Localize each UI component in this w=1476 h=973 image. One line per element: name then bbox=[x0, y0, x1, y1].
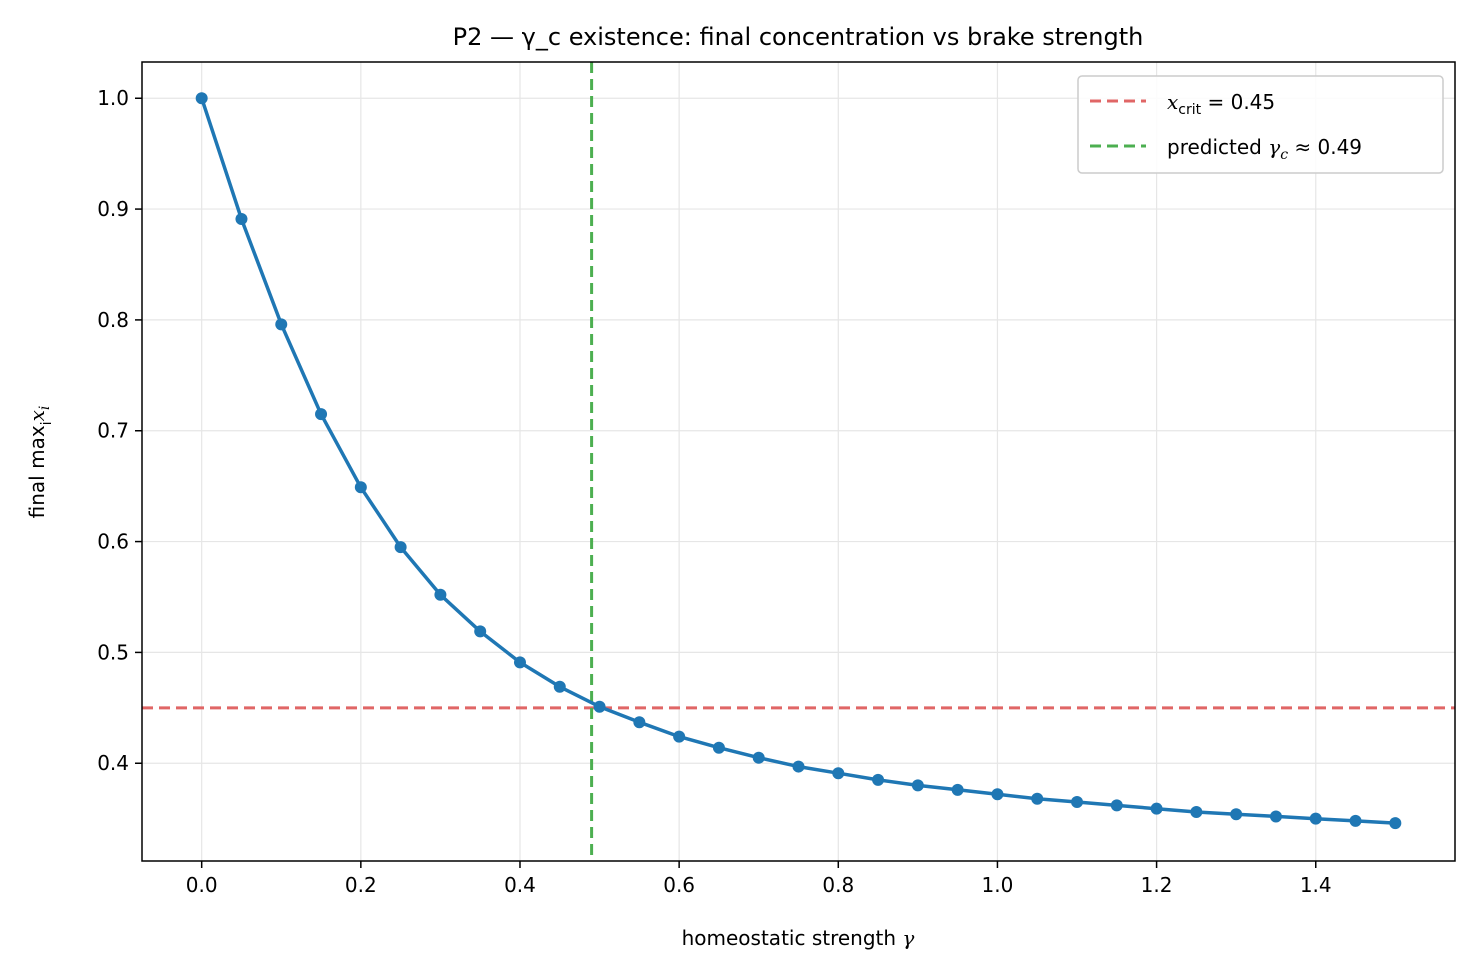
x-tick-label: 0.4 bbox=[504, 873, 536, 897]
x-axis-ticks: 0.0 0.2 0.4 0.6 0.8 1.0 1.2 1.4 bbox=[186, 861, 1332, 897]
data-point bbox=[1230, 808, 1243, 821]
legend-xcrit-rest: = 0.45 bbox=[1201, 90, 1275, 114]
plot-frame bbox=[141, 61, 1456, 862]
legend-gamma-c-sub: c bbox=[1280, 147, 1288, 163]
data-point bbox=[315, 408, 328, 421]
reference-lines bbox=[142, 62, 1455, 861]
data-point bbox=[1389, 817, 1402, 830]
y-tick-label: 0.8 bbox=[97, 308, 129, 332]
x-axis-label-symbol: γ bbox=[902, 926, 914, 950]
legend: xcrit = 0.45 predicted γc ≈ 0.49 bbox=[1077, 75, 1444, 174]
y-axis-label-sub: i bbox=[39, 421, 55, 425]
data-point bbox=[195, 92, 208, 105]
data-point bbox=[832, 767, 845, 780]
data-point bbox=[434, 588, 447, 601]
data-point bbox=[712, 741, 725, 754]
x-axis-label-text: homeostatic strength bbox=[682, 926, 903, 950]
data-point bbox=[1031, 792, 1044, 805]
data-point bbox=[1309, 812, 1322, 825]
grid bbox=[142, 62, 1455, 861]
data-point bbox=[474, 625, 487, 638]
legend-xcrit-sub: crit bbox=[1178, 102, 1201, 118]
y-tick-label: 0.4 bbox=[97, 751, 129, 775]
data-point bbox=[673, 730, 686, 743]
data-point bbox=[1150, 802, 1163, 815]
legend-label-gamma-c: predicted γc ≈ 0.49 bbox=[1167, 135, 1362, 163]
y-tick-label: 0.6 bbox=[97, 530, 129, 554]
y-tick-label: 0.7 bbox=[97, 419, 129, 443]
x-tick-label: 0.6 bbox=[663, 873, 695, 897]
x-tick-label: 1.0 bbox=[982, 873, 1014, 897]
data-point bbox=[911, 779, 924, 792]
x-axis-label: homeostatic strength γ bbox=[682, 926, 915, 950]
x-tick-label: 0.8 bbox=[822, 873, 854, 897]
data-point bbox=[1349, 814, 1362, 827]
legend-xcrit-var: x bbox=[1167, 90, 1178, 114]
data-point bbox=[1190, 806, 1203, 819]
chart-title: P2 — γ_c existence: final concentration … bbox=[453, 23, 1144, 51]
data-point bbox=[235, 213, 248, 226]
x-tick-label: 0.2 bbox=[345, 873, 377, 897]
x-tick-label: 1.2 bbox=[1141, 873, 1173, 897]
x-tick-label: 1.4 bbox=[1300, 873, 1332, 897]
y-axis-label-var: x bbox=[25, 410, 49, 421]
x-tick-label: 0.0 bbox=[186, 873, 218, 897]
data-point bbox=[951, 783, 964, 796]
data-point bbox=[1269, 810, 1282, 823]
data-point bbox=[513, 656, 526, 669]
y-tick-label: 0.9 bbox=[97, 197, 129, 221]
data-point bbox=[354, 481, 367, 494]
legend-gamma-c-rest: ≈ 0.49 bbox=[1288, 135, 1362, 159]
data-point bbox=[792, 760, 805, 773]
y-axis-ticks: 0.4 0.5 0.6 0.7 0.8 0.9 1.0 bbox=[97, 86, 142, 775]
data-point bbox=[752, 751, 765, 764]
y-tick-label: 1.0 bbox=[97, 86, 129, 110]
legend-label-xcrit: xcrit = 0.45 bbox=[1167, 90, 1275, 118]
data-point bbox=[553, 680, 566, 693]
data-point bbox=[275, 318, 288, 331]
data-point bbox=[1110, 799, 1123, 812]
series-layer bbox=[195, 92, 1402, 830]
y-axis-label: final maxixi bbox=[25, 406, 55, 519]
legend-box bbox=[1077, 75, 1444, 174]
y-axis-label-var-sub: i bbox=[37, 406, 53, 410]
data-point bbox=[394, 541, 407, 554]
data-point bbox=[991, 788, 1004, 801]
y-axis-label-text: final max bbox=[25, 425, 49, 518]
data-point bbox=[1071, 796, 1084, 809]
data-point bbox=[872, 773, 885, 786]
data-point bbox=[633, 716, 646, 729]
legend-gamma-c-var: γ bbox=[1268, 135, 1280, 159]
y-tick-label: 0.5 bbox=[97, 640, 129, 664]
legend-gamma-c-prefix: predicted bbox=[1167, 135, 1268, 159]
data-point bbox=[593, 700, 606, 713]
